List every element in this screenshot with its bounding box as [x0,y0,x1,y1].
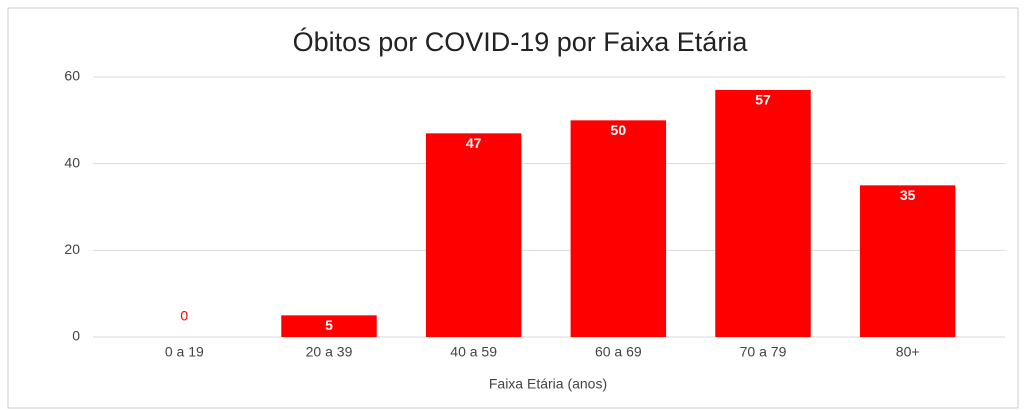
x-tick-label: 60 a 69 [595,344,642,360]
x-tick-label: 40 a 59 [450,344,497,360]
bar [715,90,811,337]
bar [859,185,956,337]
bar [281,315,377,337]
y-tick-label: 40 [64,154,80,170]
data-label: 5 [325,317,333,333]
x-tick-label: 0 a 19 [165,344,204,360]
x-tick-label: 80+ [896,344,920,360]
data-label: 47 [466,135,482,151]
y-tick-label: 0 [72,328,80,344]
bar [425,133,522,337]
x-axis-label: Faixa Etária (anos) [489,376,607,392]
chart-title: Óbitos por COVID-19 por Faixa Etária [293,26,749,57]
bar [570,120,667,337]
x-tick-label: 70 a 79 [740,344,787,360]
y-tick-label: 20 [64,241,80,257]
data-label: 50 [611,122,627,138]
x-tick-label: 20 a 39 [306,344,353,360]
data-label: 35 [900,187,916,203]
data-label: 57 [755,92,771,108]
y-tick-label: 60 [64,68,80,84]
data-label: 0 [180,308,188,324]
